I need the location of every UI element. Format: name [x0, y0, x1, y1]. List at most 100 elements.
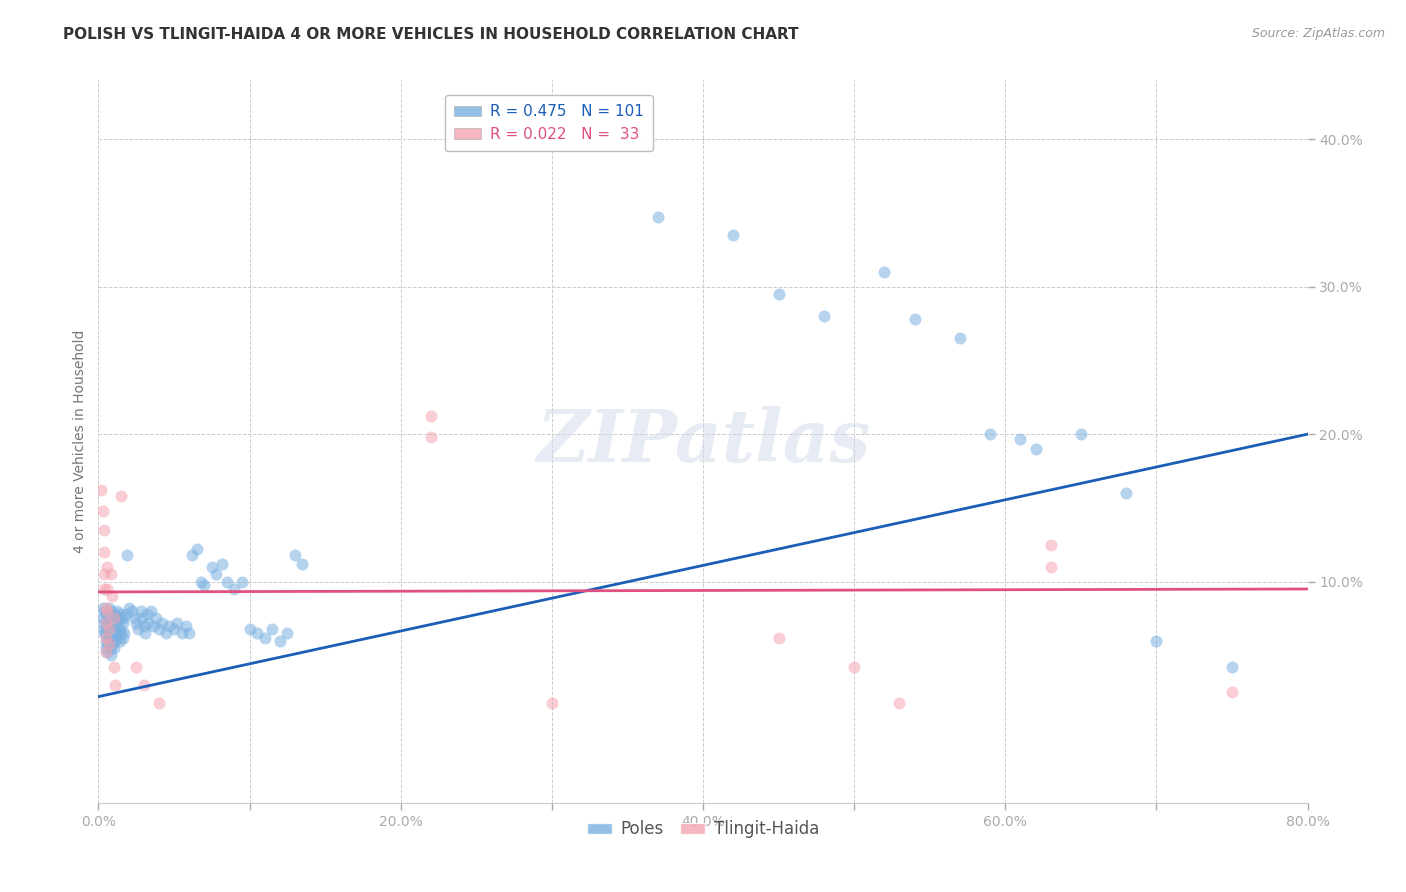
Point	[1144, 633, 1167, 648]
Point	[118, 601, 141, 615]
Point	[94, 607, 117, 621]
Point	[103, 619, 125, 633]
Point	[284, 548, 307, 562]
Point	[93, 567, 115, 582]
Point	[93, 523, 115, 537]
Point	[94, 619, 117, 633]
Point	[96, 560, 118, 574]
Point	[889, 696, 911, 710]
Point	[108, 622, 131, 636]
Text: POLISH VS TLINGIT-HAIDA 4 OR MORE VEHICLES IN HOUSEHOLD CORRELATION CHART: POLISH VS TLINGIT-HAIDA 4 OR MORE VEHICL…	[63, 27, 799, 42]
Point	[91, 504, 114, 518]
Point	[125, 615, 148, 630]
Point	[107, 611, 129, 625]
Point	[190, 574, 212, 589]
Point	[1010, 432, 1032, 446]
Point	[93, 615, 115, 630]
Point	[98, 619, 121, 633]
Point	[111, 631, 134, 645]
Point	[110, 611, 132, 625]
Point	[211, 557, 233, 571]
Point	[103, 607, 125, 621]
Point	[112, 626, 135, 640]
Point	[262, 622, 284, 636]
Point	[94, 645, 117, 659]
Point	[108, 633, 131, 648]
Point	[96, 636, 118, 650]
Point	[104, 622, 127, 636]
Legend: Poles, Tlingit-Haida: Poles, Tlingit-Haida	[581, 814, 825, 845]
Point	[276, 626, 298, 640]
Point	[93, 604, 115, 618]
Point	[224, 582, 246, 596]
Point	[1024, 442, 1046, 456]
Point	[420, 409, 443, 424]
Point	[104, 678, 127, 692]
Point	[96, 582, 118, 596]
Point	[105, 604, 128, 618]
Point	[768, 631, 790, 645]
Point	[101, 626, 124, 640]
Point	[104, 633, 127, 648]
Point	[420, 430, 443, 444]
Text: Source: ZipAtlas.com: Source: ZipAtlas.com	[1251, 27, 1385, 40]
Point	[107, 631, 129, 645]
Point	[205, 567, 228, 582]
Point	[124, 611, 146, 625]
Point	[193, 577, 215, 591]
Point	[647, 211, 669, 225]
Point	[723, 228, 745, 243]
Point	[231, 574, 253, 589]
Point	[134, 626, 156, 640]
Point	[1070, 427, 1092, 442]
Point	[94, 633, 117, 648]
Point	[108, 607, 131, 621]
Point	[844, 660, 866, 674]
Point	[110, 489, 132, 503]
Point	[1115, 486, 1137, 500]
Point	[103, 611, 125, 625]
Point	[1039, 560, 1062, 574]
Point	[979, 427, 1001, 442]
Point	[131, 611, 153, 625]
Point	[94, 615, 117, 630]
Point	[96, 645, 118, 659]
Point	[100, 648, 122, 663]
Point	[813, 309, 835, 323]
Y-axis label: 4 or more Vehicles in Household: 4 or more Vehicles in Household	[73, 330, 87, 553]
Point	[1039, 538, 1062, 552]
Point	[291, 557, 314, 571]
Point	[98, 631, 121, 645]
Point	[101, 590, 124, 604]
Point	[166, 615, 188, 630]
Point	[93, 582, 115, 596]
Point	[100, 567, 122, 582]
Point	[174, 619, 197, 633]
Point	[148, 696, 170, 710]
Point	[110, 626, 132, 640]
Point	[96, 604, 118, 618]
Point	[93, 626, 115, 640]
Point	[186, 542, 208, 557]
Point	[949, 331, 972, 345]
Point	[103, 640, 125, 655]
Point	[132, 678, 155, 692]
Point	[91, 611, 114, 625]
Point	[141, 604, 163, 618]
Point	[127, 622, 149, 636]
Point	[93, 545, 115, 559]
Point	[98, 636, 121, 650]
Point	[179, 626, 201, 640]
Point	[873, 265, 896, 279]
Point	[201, 560, 224, 574]
Point	[181, 548, 204, 562]
Point	[104, 611, 127, 625]
Point	[246, 626, 269, 640]
Point	[163, 622, 186, 636]
Point	[239, 622, 262, 636]
Point	[155, 626, 177, 640]
Point	[136, 615, 159, 630]
Point	[148, 622, 170, 636]
Point	[98, 622, 121, 636]
Point	[111, 615, 134, 630]
